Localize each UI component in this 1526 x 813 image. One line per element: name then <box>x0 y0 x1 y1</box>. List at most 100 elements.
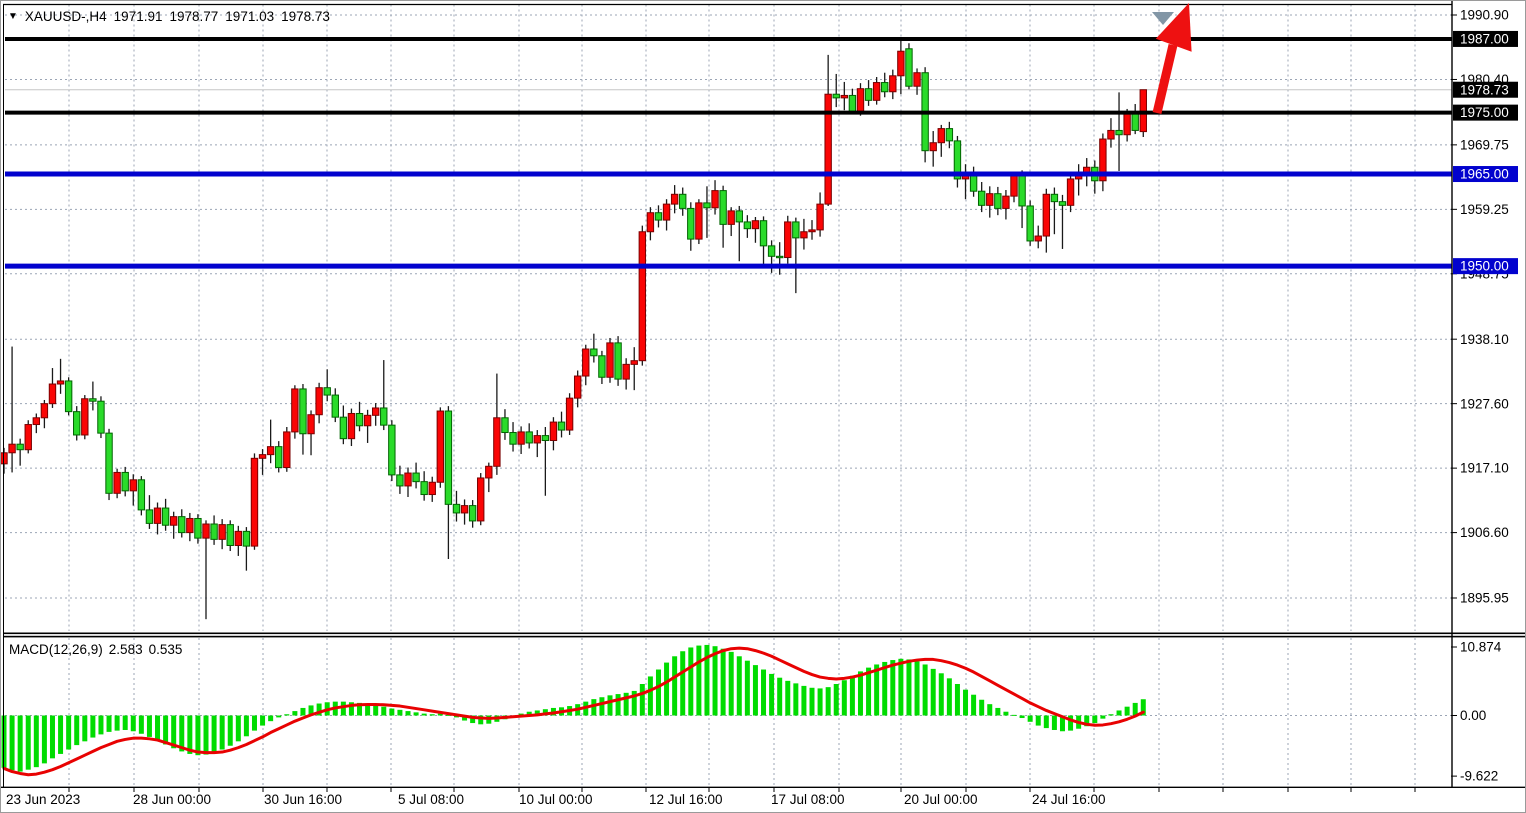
macd-bar <box>615 694 621 716</box>
candle <box>363 414 372 427</box>
candle <box>428 481 436 496</box>
macd-bar <box>33 715 39 768</box>
candle <box>872 82 881 101</box>
macd-bar <box>591 699 597 716</box>
macd-bar <box>373 705 379 716</box>
candle <box>493 417 501 467</box>
panel-separator-line <box>3 635 1525 638</box>
candle <box>121 471 129 492</box>
macd-bar <box>825 687 831 716</box>
candle <box>315 387 323 416</box>
macd-bar <box>793 683 799 716</box>
candle <box>323 387 331 396</box>
macd-bar <box>235 715 241 742</box>
candle <box>711 190 719 209</box>
candle <box>258 454 267 459</box>
macd-bar <box>954 684 960 716</box>
candle <box>889 75 897 93</box>
macd-bar <box>66 715 72 750</box>
candle <box>477 477 485 522</box>
candle <box>32 417 41 426</box>
candle <box>848 94 857 112</box>
candle <box>630 360 638 365</box>
macd-bar <box>179 715 185 752</box>
macd-bar <box>720 648 726 716</box>
macd-bar <box>874 664 880 716</box>
candle <box>937 128 945 144</box>
candle <box>56 380 65 385</box>
candle <box>404 472 412 487</box>
time-label: 24 Jul 16:00 <box>1032 792 1106 807</box>
candle <box>388 424 396 476</box>
price-tick-label: 1959.25 <box>1460 202 1509 217</box>
macd-bar <box>437 713 443 716</box>
candle <box>48 383 57 405</box>
macd-bar <box>195 715 201 756</box>
candle <box>355 412 364 427</box>
candle <box>953 140 962 180</box>
candle <box>1010 175 1018 197</box>
candle <box>380 407 388 426</box>
trend-arrow-shaft[interactable] <box>1152 43 1178 115</box>
chart-shift-marker-icon[interactable] <box>1152 12 1174 25</box>
collapse-triangle-icon[interactable]: ▼ <box>8 10 18 22</box>
trend-arrow-head[interactable] <box>1155 3 1192 52</box>
candle <box>1002 195 1010 209</box>
macd-bar <box>534 710 540 716</box>
macd-bar <box>163 715 169 745</box>
macd-bar <box>526 711 532 716</box>
macd-bar <box>219 715 225 750</box>
candle <box>153 507 162 524</box>
candle <box>743 221 752 230</box>
macd-bar <box>1019 715 1025 719</box>
macd-bar <box>914 661 920 716</box>
candle <box>169 516 178 526</box>
candle <box>800 231 808 239</box>
macd-bar <box>631 690 637 716</box>
candle <box>1066 178 1075 206</box>
macd-bar <box>1084 715 1090 727</box>
candle <box>1034 235 1042 242</box>
macd-bar <box>599 697 605 716</box>
candle <box>40 403 49 419</box>
candle <box>1058 201 1067 206</box>
candle <box>622 363 630 380</box>
candle <box>897 50 905 77</box>
candle <box>654 212 663 221</box>
candle <box>396 474 404 487</box>
macd-bar <box>268 715 274 722</box>
macd-bar <box>898 658 904 716</box>
candle <box>1 452 8 465</box>
macd-bar <box>260 715 266 726</box>
price-tick-label: 1990.90 <box>1460 8 1509 23</box>
candle <box>331 394 339 418</box>
candle <box>1042 193 1051 237</box>
candle <box>97 400 105 434</box>
candle <box>283 431 291 469</box>
macd-bar <box>227 715 233 746</box>
macd-name: MACD(12,26,9) <box>9 642 103 657</box>
price-badge-label: 1975.00 <box>1460 105 1509 120</box>
candle <box>137 479 146 511</box>
candle <box>444 410 453 505</box>
candle <box>178 516 186 534</box>
macd-bar <box>1132 702 1138 716</box>
candle <box>186 517 194 534</box>
candle <box>832 93 840 99</box>
macd-bar <box>316 703 322 716</box>
macd-bar <box>478 715 484 725</box>
candle <box>767 245 776 257</box>
candle <box>606 342 614 378</box>
macd-bar <box>777 677 783 716</box>
macd-bar <box>251 715 257 731</box>
macd-bar <box>817 688 823 716</box>
candle <box>695 202 703 240</box>
macd-bar <box>680 651 686 716</box>
macd-bar <box>971 694 977 716</box>
macd-bar <box>736 656 742 716</box>
candle <box>266 446 275 456</box>
time-label: 28 Jun 00:00 <box>133 792 211 807</box>
macd-bar <box>849 675 855 716</box>
macd-bar <box>542 709 548 716</box>
